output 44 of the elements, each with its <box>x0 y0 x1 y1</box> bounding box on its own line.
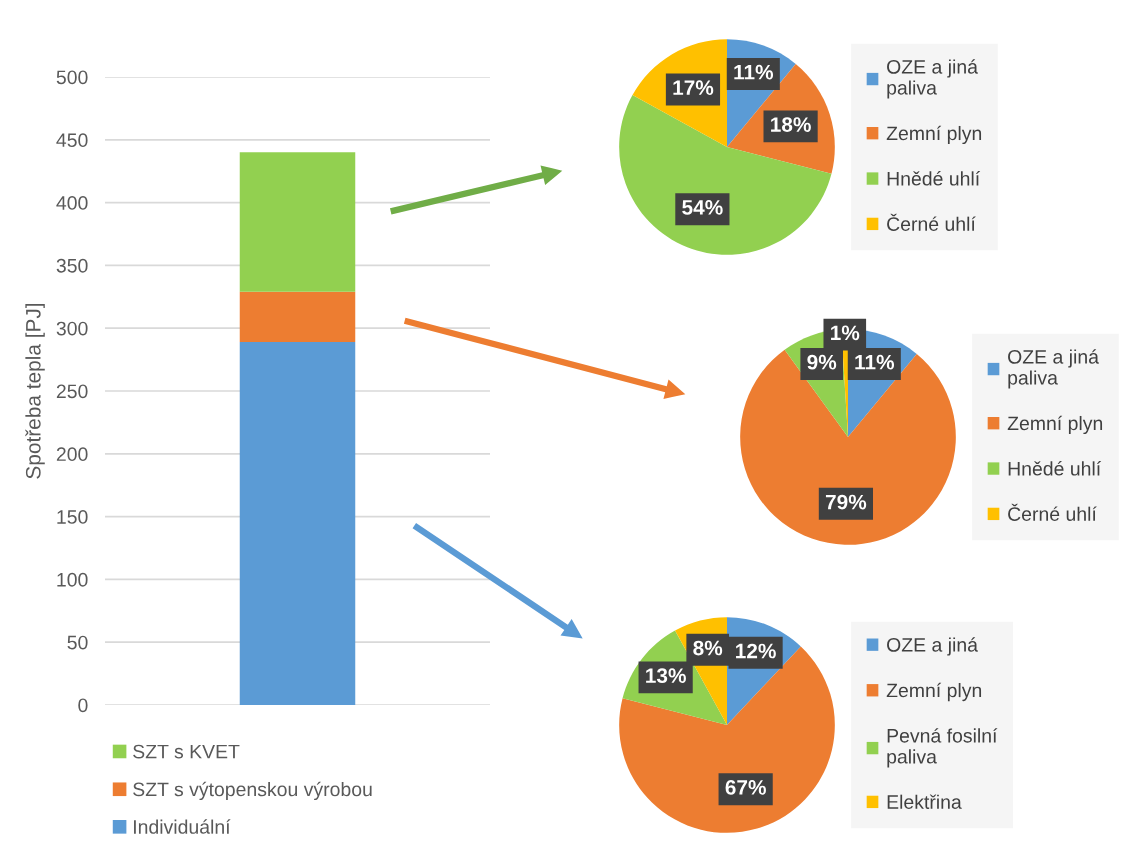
data-label: 1% <box>831 325 860 341</box>
y-tick-label: 400 <box>56 196 88 210</box>
y-tick-label: 150 <box>57 510 88 524</box>
legend-label: OZE a jiná paliva <box>887 59 978 99</box>
legend-label: Pevná fosilní paliva <box>887 728 998 768</box>
y-tick-label: 300 <box>56 321 88 336</box>
legend-label: Černé uhlí <box>1008 503 1097 521</box>
y-tick-label: 200 <box>56 447 88 462</box>
y-tick-label: 100 <box>57 572 88 587</box>
data-label: 12% <box>736 643 776 659</box>
data-label: 18% <box>771 117 811 132</box>
y-tick-label: 50 <box>67 635 88 650</box>
y-tick-label: 250 <box>56 384 88 399</box>
pie-slice <box>619 95 832 255</box>
legend-label: OZE a jiná paliva <box>1008 349 1099 389</box>
data-label: 9% <box>807 354 837 370</box>
legend-label: Hnědé uhlí <box>887 171 981 186</box>
legend-label: Elektřina <box>887 794 962 809</box>
data-label: 67% <box>725 780 766 795</box>
legend-label: Zemní plyn <box>886 682 982 702</box>
legend-label: Zemní plyn <box>886 125 982 145</box>
data-label: 11% <box>855 354 895 370</box>
legend-label: Zemní plyn <box>1007 415 1103 435</box>
legend-label: OZE a jiná <box>887 637 978 656</box>
pie-slice <box>740 349 956 545</box>
bar <box>239 291 356 343</box>
legend-label: SZT s výtopenskou výrobou <box>133 781 372 801</box>
y-tick-label: 0 <box>78 698 88 713</box>
data-label: 8% <box>693 640 723 656</box>
data-label: 17% <box>673 80 714 95</box>
legend-label: SZT s KVET <box>133 744 240 759</box>
y-axis-title: Spotřeba tepla [PJ] <box>25 303 45 479</box>
legend-label: Individuální <box>134 819 231 834</box>
y-tick-label: 500 <box>56 70 88 85</box>
y-tick-label: 350 <box>56 258 88 273</box>
y-tick-label: 450 <box>56 133 88 148</box>
legend-label: Hnědé uhlí <box>1008 461 1102 476</box>
data-label: 54% <box>682 200 723 215</box>
bar <box>239 342 356 705</box>
legend-label: Černé uhlí <box>887 213 976 231</box>
data-label: 79% <box>825 494 867 510</box>
data-label: 11% <box>734 64 774 80</box>
bar <box>239 152 356 292</box>
data-label: 13% <box>646 668 686 684</box>
